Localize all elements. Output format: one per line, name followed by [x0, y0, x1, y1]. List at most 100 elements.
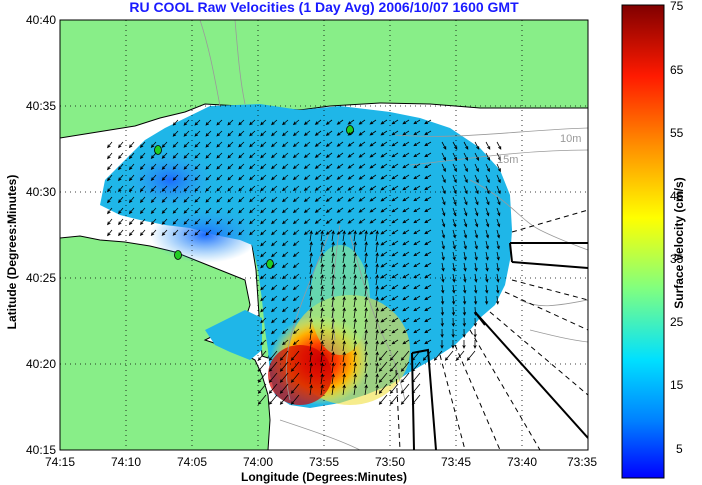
velocity-arrow [249, 152, 256, 159]
velocity-arrow [290, 350, 300, 361]
velocity-arrow [375, 230, 379, 242]
velocity-arrow [303, 196, 311, 202]
velocity-arrow [369, 163, 377, 169]
velocity-arrow [441, 273, 445, 283]
velocity-arrow [282, 273, 289, 280]
velocity-arrow [271, 196, 278, 203]
velocity-arrow [238, 207, 245, 214]
velocity-arrow [320, 263, 324, 275]
velocity-arrow [238, 152, 245, 159]
velocity-vectors [107, 119, 502, 405]
velocity-arrow [485, 240, 489, 250]
velocity-arrow [369, 218, 377, 224]
velocity-arrow [183, 174, 190, 181]
velocity-arrow [172, 130, 179, 137]
velocity-arrow [271, 207, 278, 214]
velocity-arrow [342, 318, 346, 330]
velocity-arrow [260, 119, 267, 126]
velocity-arrow [139, 196, 146, 203]
velocity-arrow [183, 141, 190, 148]
velocity-arrow [473, 306, 478, 316]
velocity-arrow [424, 196, 432, 202]
velocity-arrow [496, 196, 501, 206]
x-axis-label: Longitude (Degrees:Minutes) [240, 470, 407, 484]
velocity-arrow [194, 218, 201, 225]
velocity-arrow [268, 394, 278, 405]
velocity-arrow [336, 163, 344, 169]
velocity-arrow [271, 328, 278, 335]
velocity-arrow [369, 119, 377, 125]
velocity-arrow [462, 306, 467, 316]
velocity-arrow [118, 152, 124, 160]
velocity-arrow [309, 241, 313, 253]
velocity-arrow [271, 295, 278, 302]
velocity-arrow [320, 373, 324, 385]
velocity-arrow [216, 196, 223, 203]
velocity-arrow [413, 119, 421, 125]
velocity-arrow [238, 174, 245, 181]
velocity-arrow [227, 163, 234, 170]
velocity-arrow [474, 163, 479, 173]
velocity-arrow [309, 274, 313, 286]
velocity-arrow [364, 351, 368, 363]
velocity-arrow [452, 284, 456, 294]
velocity-arrow [290, 383, 300, 394]
velocity-arrow [279, 372, 289, 383]
velocity-arrow [462, 328, 466, 338]
velocity-arrow [413, 207, 421, 213]
velocity-arrow [473, 317, 477, 327]
velocity-arrow [353, 373, 357, 385]
velocity-arrow [441, 240, 445, 250]
velocity-arrow [441, 196, 446, 206]
velocity-arrow [249, 185, 256, 192]
velocity-arrow [474, 218, 479, 228]
velocity-arrow [172, 207, 179, 214]
velocity-arrow [342, 351, 346, 363]
velocity-arrow [496, 185, 501, 195]
velocity-arrow [227, 152, 234, 159]
map-title: RU COOL Raw Velocities (1 Day Avg) 2006/… [129, 0, 519, 15]
velocity-arrow [257, 361, 267, 372]
velocity-arrow [260, 251, 267, 258]
velocity-arrow [440, 317, 444, 327]
velocity-field [100, 104, 512, 408]
velocity-arrow [205, 119, 212, 126]
velocity-arrow [309, 362, 313, 374]
plot-frame [59, 19, 589, 451]
velocity-arrow [118, 229, 124, 237]
velocity-arrow [257, 372, 267, 383]
velocity-arrow [402, 240, 410, 246]
velocity-arrow [402, 218, 410, 224]
velocity-arrow [413, 339, 421, 345]
x-tick-label: 74:15 [45, 455, 75, 469]
velocity-arrow [353, 296, 357, 308]
velocity-arrow [380, 240, 388, 246]
velocity-arrow [260, 196, 267, 203]
velocity-arrow [462, 317, 466, 327]
velocity-arrow [268, 383, 278, 394]
velocity-arrow [314, 130, 322, 136]
velocity-arrow [364, 285, 368, 297]
velocity-arrow [353, 340, 357, 352]
velocity-arrow [358, 130, 366, 136]
velocity-arrow [369, 229, 377, 235]
velocity-arrow [358, 229, 366, 235]
velocity-arrow [325, 218, 333, 224]
velocity-arrow [413, 174, 421, 180]
velocity-arrow [364, 373, 368, 385]
velocity-arrow [463, 174, 468, 184]
velocity-arrow [452, 196, 457, 206]
velocity-arrow [161, 218, 168, 225]
velocity-arrow [249, 141, 256, 148]
velocity-arrow [292, 262, 300, 269]
velocity-arrow [391, 328, 399, 334]
velocity-arrow [496, 229, 501, 239]
velocity-arrow [441, 284, 445, 294]
velocity-arrow [496, 251, 500, 261]
colorbar-tick-label: 55 [670, 126, 684, 140]
velocity-arrow [380, 163, 388, 169]
colorbar-tick-label: 35 [670, 252, 684, 266]
velocity-arrow [358, 152, 366, 158]
velocity-arrow [194, 152, 201, 159]
velocity-arrow [139, 229, 146, 236]
